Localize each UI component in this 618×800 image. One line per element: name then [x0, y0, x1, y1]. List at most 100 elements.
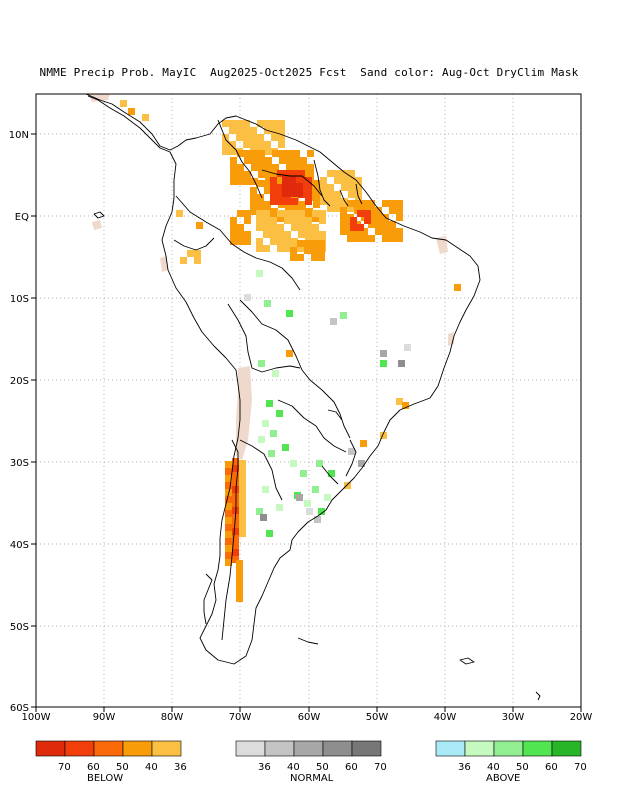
probability-cell: [318, 254, 325, 261]
legend-normal-tick: 60: [345, 762, 358, 773]
probability-cell: [243, 134, 250, 141]
probability-cell: [296, 190, 303, 197]
probability-cell: [250, 141, 257, 148]
probability-cell: [256, 238, 263, 245]
probability-cell: [311, 254, 318, 261]
probability-cell: [291, 170, 298, 177]
probability-cell: [277, 191, 284, 198]
probability-cell: [239, 481, 246, 488]
probability-cell: [257, 194, 264, 201]
probability-cell: [298, 210, 305, 217]
probability-cell: [368, 200, 375, 207]
probability-cell: [284, 210, 291, 217]
probability-cell: [236, 581, 243, 588]
probability-cell: [225, 531, 232, 538]
probability-cell: [290, 460, 297, 467]
probability-cell: [270, 238, 277, 245]
probability-cell: [277, 224, 284, 231]
probability-cell: [244, 157, 251, 164]
probability-cell: [307, 150, 314, 157]
probability-cell: [250, 201, 257, 208]
probability-cell: [256, 210, 263, 217]
probability-cell: [305, 177, 312, 184]
probability-cell: [286, 157, 293, 164]
probability-cell: [243, 127, 250, 134]
legend-swatch: [64, 740, 95, 757]
probability-cell: [256, 245, 263, 252]
probability-cell: [348, 170, 355, 177]
probability-cell: [250, 127, 257, 134]
probability-cell: [232, 528, 239, 535]
probability-cell: [334, 198, 341, 205]
probability-cell: [300, 164, 307, 171]
lon-label: 90W: [93, 712, 116, 723]
probability-cell: [232, 465, 239, 472]
lon-label: 80W: [161, 712, 184, 723]
probability-cell: [264, 141, 271, 148]
probability-cell: [380, 350, 387, 357]
probability-cell: [361, 228, 368, 235]
probability-cell: [297, 240, 304, 247]
probability-cell: [350, 224, 357, 231]
probability-cell: [266, 530, 273, 537]
lat-label: 10S: [10, 294, 29, 305]
lat-label: 10N: [9, 130, 29, 141]
probability-cell: [272, 150, 279, 157]
probability-cell: [128, 108, 135, 115]
probability-cell: [298, 170, 305, 177]
probability-cell: [340, 312, 347, 319]
probability-cell: [364, 217, 371, 224]
probability-cell: [237, 178, 244, 185]
probability-cell: [239, 460, 246, 467]
probability-cell: [312, 486, 319, 493]
probability-cell: [264, 187, 271, 194]
probability-cell: [334, 177, 341, 184]
probability-cell: [398, 360, 405, 367]
probability-cell: [375, 221, 382, 228]
probability-cell: [239, 495, 246, 502]
legend-below-tick: 50: [116, 762, 129, 773]
probability-cell: [277, 245, 284, 252]
probability-cell: [313, 215, 320, 222]
probability-cell: [304, 500, 311, 507]
probability-cell: [271, 120, 278, 127]
legend-normal-tick: 50: [316, 762, 329, 773]
probability-cell: [320, 198, 327, 205]
probability-cell: [382, 200, 389, 207]
probability-cell: [222, 120, 229, 127]
probability-cell: [258, 436, 265, 443]
probability-cell: [236, 595, 243, 602]
probability-cell: [237, 224, 244, 231]
probability-cell: [256, 508, 263, 515]
probability-cell: [232, 479, 239, 486]
probability-cell: [360, 440, 367, 447]
probability-cell: [348, 191, 355, 198]
probability-cell: [300, 157, 307, 164]
probability-cell: [250, 194, 257, 201]
probability-cell: [327, 184, 334, 191]
probability-cell: [312, 210, 319, 217]
probability-cell: [340, 221, 347, 228]
probability-cell: [375, 214, 382, 221]
legend-above-tick: 36: [458, 762, 471, 773]
probability-cell: [225, 524, 232, 531]
probability-cell: [272, 370, 279, 377]
legend-swatch: [235, 740, 266, 757]
probability-cell: [257, 141, 264, 148]
probability-cell: [348, 448, 355, 455]
probability-cell: [277, 170, 284, 177]
probability-cell: [264, 201, 271, 208]
lat-label: 40S: [10, 540, 29, 551]
probability-cell: [291, 224, 298, 231]
legend-normal-tick: 40: [287, 762, 300, 773]
probability-cell: [244, 210, 251, 217]
probability-cells: [120, 100, 461, 602]
lon-label: 20W: [570, 712, 593, 723]
probability-cell: [347, 235, 354, 242]
probability-cell: [305, 184, 312, 191]
probability-cell: [320, 184, 327, 191]
probability-cell: [311, 240, 318, 247]
probability-cell: [256, 224, 263, 231]
probability-cell: [222, 134, 229, 141]
probability-cell: [320, 177, 327, 184]
